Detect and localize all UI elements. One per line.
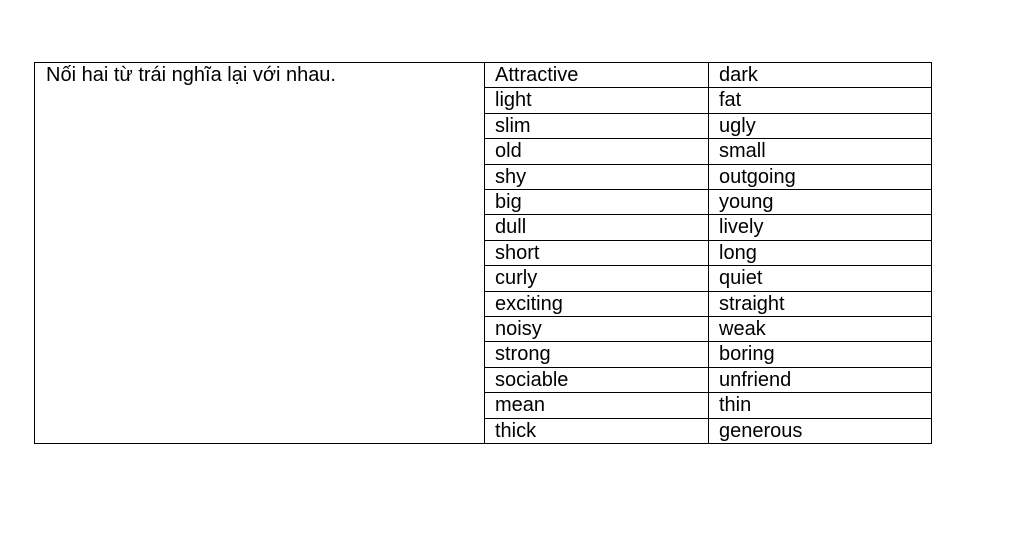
table-row: thick generous <box>35 417 932 445</box>
left-word: exciting <box>484 290 709 318</box>
table-row: big young <box>35 189 932 216</box>
instruction-text: Nối hai từ trái nghĩa lại với nhau. <box>34 61 485 445</box>
right-word: quiet <box>708 265 932 292</box>
left-word: short <box>484 239 709 267</box>
right-word: straight <box>708 290 932 318</box>
right-word: thin <box>708 392 932 419</box>
left-word: old <box>484 138 709 165</box>
right-word: long <box>708 239 932 267</box>
table-row: curly quiet <box>35 265 932 292</box>
left-word: Attractive <box>484 61 709 89</box>
right-word: small <box>708 138 932 165</box>
left-word: thick <box>484 417 709 445</box>
left-word: noisy <box>484 316 709 343</box>
left-word: light <box>484 87 709 114</box>
left-word: sociable <box>484 366 709 394</box>
table-row: light fat <box>35 87 932 114</box>
table-row: slim ugly <box>35 112 932 140</box>
right-word: generous <box>708 417 932 445</box>
table-row: mean thin <box>35 392 932 419</box>
table-row: Nối hai từ trái nghĩa lại với nhau. Attra… <box>34 61 932 445</box>
table-row: sociable unfriend <box>35 366 932 394</box>
right-word: ugly <box>708 112 932 140</box>
table-row: exciting straight <box>35 290 932 318</box>
left-word: shy <box>484 163 709 191</box>
left-word: slim <box>484 112 709 140</box>
left-word: strong <box>484 341 709 368</box>
right-word: dark <box>708 61 932 89</box>
table-row: dull lively <box>35 214 932 241</box>
left-word: dull <box>484 214 709 241</box>
table-row: old small <box>35 138 932 165</box>
right-word: weak <box>708 316 932 343</box>
right-word: unfriend <box>708 366 932 394</box>
right-word: fat <box>708 87 932 114</box>
table-row: shy outgoing <box>35 163 932 191</box>
table-row: short long <box>35 239 932 267</box>
left-word: mean <box>484 392 709 419</box>
right-word: boring <box>708 341 932 368</box>
left-word: big <box>484 189 709 216</box>
right-word: outgoing <box>708 163 932 191</box>
left-word: curly <box>484 265 709 292</box>
right-word: young <box>708 189 932 216</box>
right-word: lively <box>708 214 932 241</box>
matching-table: Nối hai từ trái nghĩa lại với nhau. Attra… <box>34 61 932 445</box>
